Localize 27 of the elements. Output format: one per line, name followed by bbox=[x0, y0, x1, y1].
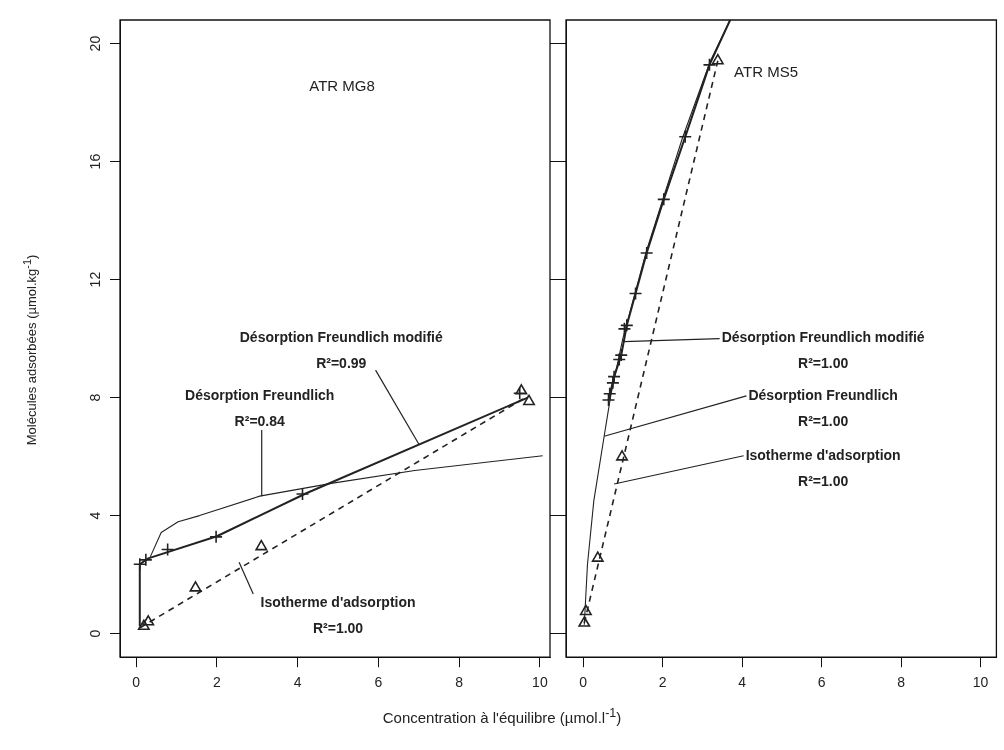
text: ATR MG8 bbox=[309, 76, 375, 94]
y-tick-label: 8 bbox=[86, 393, 103, 402]
x-tick-label: 6 bbox=[374, 674, 383, 691]
x-tick-label: 8 bbox=[897, 674, 906, 691]
x-tick-label: 0 bbox=[132, 674, 141, 691]
y-tick-label: 16 bbox=[86, 153, 103, 170]
annotation: Désorption Freundlich modifié R²=0.99 bbox=[239, 329, 443, 372]
x-tick-label: 6 bbox=[817, 674, 826, 691]
y-tick-label: 12 bbox=[86, 271, 103, 288]
annotation: Isotherme d'adsorption R²=1.00 bbox=[745, 446, 901, 489]
annotation: Désorption Freundlich R²=1.00 bbox=[748, 386, 898, 429]
x-tick-label: 8 bbox=[455, 674, 464, 691]
x-tick-label: 2 bbox=[658, 674, 667, 691]
annotation: Désorption Freundlich R²=0.84 bbox=[185, 386, 335, 429]
x-tick-label: 10 bbox=[972, 674, 989, 691]
x-tick-label: 2 bbox=[213, 674, 221, 691]
y-tick-label: 20 bbox=[86, 35, 103, 52]
text: ATR MS5 bbox=[734, 63, 799, 81]
x-tick-label: 10 bbox=[532, 674, 548, 691]
x-tick-label: 4 bbox=[738, 674, 747, 691]
x-tick-label: 4 bbox=[293, 674, 302, 691]
y-tick-label: 0 bbox=[86, 629, 103, 638]
y-tick-label: 4 bbox=[86, 511, 103, 520]
x-axis-title: Concentration à l'équilibre (µmol.l$^{-1}$) bbox=[381, 706, 623, 726]
x-tick-label: 0 bbox=[579, 674, 588, 691]
annotation: Isotherme d'adsorption R²=1.00 bbox=[260, 593, 416, 636]
annotation: Désorption Freundlich modifié R²=1.00 bbox=[721, 329, 925, 372]
